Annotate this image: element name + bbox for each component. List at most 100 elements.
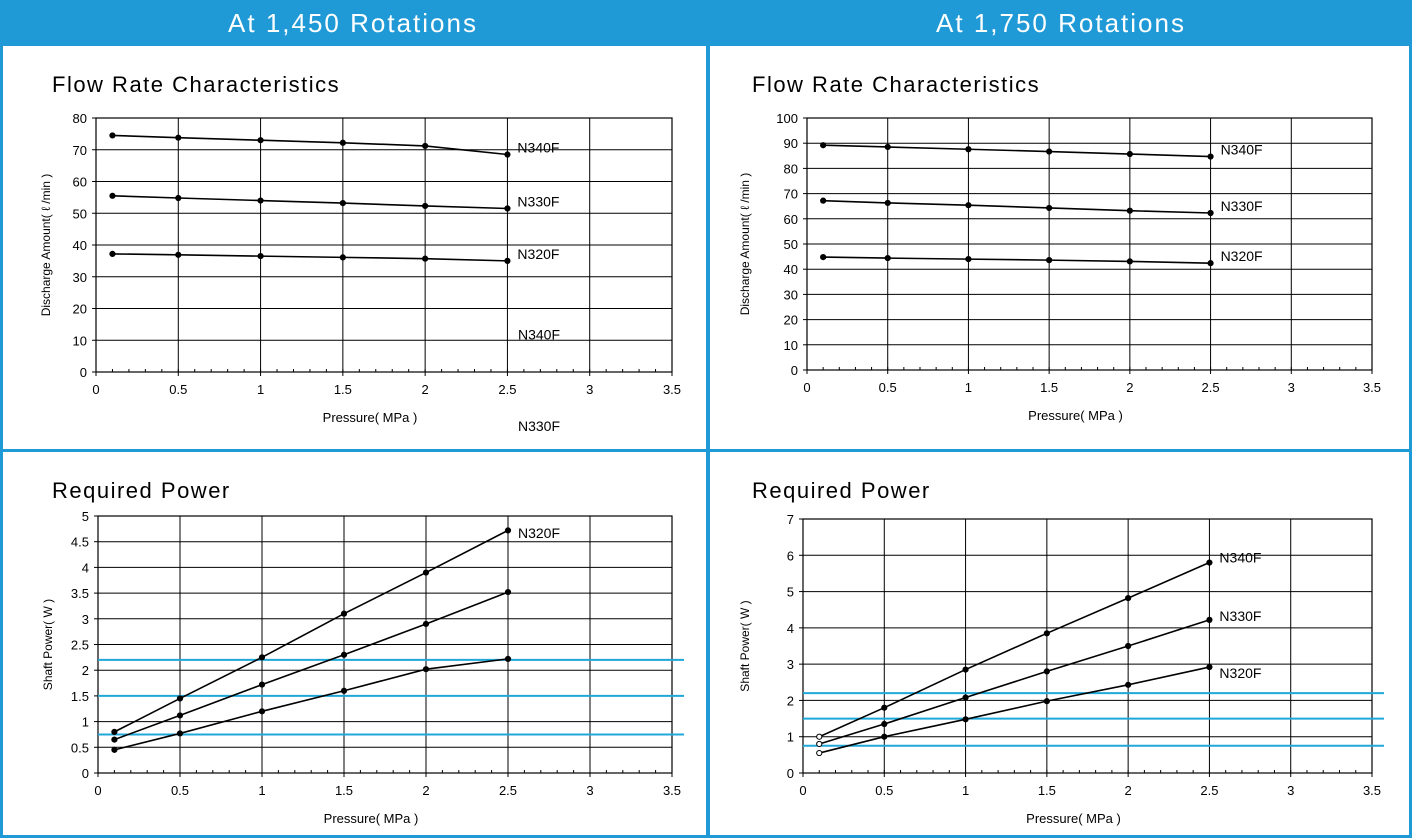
y-tick-label: 80 [73, 111, 87, 126]
y-tick-label: 7 [787, 512, 794, 527]
series-label-n320f: N320F [1219, 665, 1261, 681]
y-axis-label: Shaft Power( W ) [738, 600, 752, 691]
series-label-n320f: N320F [518, 525, 560, 541]
data-point [111, 728, 118, 735]
y-tick-label: 4 [787, 621, 794, 636]
data-point [884, 255, 891, 262]
x-tick-label: 1 [965, 380, 972, 395]
x-tick-label: 2 [1125, 783, 1132, 798]
y-tick-label: 50 [73, 206, 87, 221]
data-point [820, 142, 827, 149]
data-point [1206, 559, 1213, 566]
data-point [1125, 595, 1132, 602]
data-point [965, 146, 972, 153]
y-tick-label: 4 [82, 560, 89, 575]
y-axis-label: Discharge Amount( ℓ /min ) [39, 174, 53, 317]
data-point [175, 134, 182, 141]
y-tick-label: 70 [73, 143, 87, 158]
plot-area-frame [802, 518, 1373, 774]
data-point [257, 197, 264, 204]
chart-title-power-1750: Required Power [752, 478, 931, 503]
data-point [816, 733, 823, 740]
data-point [340, 651, 348, 658]
data-point [340, 610, 348, 617]
y-tick-label: 70 [784, 187, 798, 202]
data-point [884, 143, 891, 151]
y-tick-label: 40 [784, 262, 798, 277]
x-tick-label: 0.5 [875, 783, 893, 798]
y-tick-label: 2 [787, 693, 794, 708]
y-tick-label: 30 [784, 287, 798, 302]
x-tick-label: 0 [94, 783, 101, 798]
x-tick-label: 1 [257, 382, 264, 397]
series-line-n340f [114, 529, 509, 733]
data-point [881, 720, 888, 728]
x-tick-label: 0.5 [169, 382, 187, 397]
x-tick-label: 2.5 [1202, 380, 1220, 395]
y-tick-label: 0 [80, 365, 87, 380]
data-point [1207, 153, 1214, 160]
data-point [816, 749, 823, 757]
data-point [1126, 258, 1133, 265]
y-axis-label: Shaft Power( W ) [41, 599, 55, 690]
x-tick-label: 1 [962, 783, 969, 798]
data-point [1207, 209, 1214, 217]
x-tick-label: 3.5 [1363, 380, 1381, 395]
series-line-n320f [819, 666, 1210, 754]
data-point [820, 197, 827, 204]
x-tick-label: 3.5 [1363, 783, 1381, 798]
data-point [1126, 207, 1133, 214]
series-line-n330f [112, 194, 508, 210]
x-tick-label: 2 [1126, 380, 1133, 395]
data-point [1046, 148, 1053, 155]
chart-title-flow-1450: Flow Rate Characteristics [52, 72, 341, 97]
series-label-n320f: N320F [1221, 248, 1263, 264]
data-point [965, 256, 972, 263]
x-tick-label: 2.5 [499, 783, 517, 798]
data-point [1126, 150, 1133, 158]
data-point [109, 250, 116, 257]
y-tick-label: 4.5 [71, 535, 89, 550]
y-tick-label: 60 [784, 212, 798, 227]
x-tick-label: 3 [586, 783, 593, 798]
y-tick-label: 2.5 [71, 638, 89, 653]
data-point [175, 194, 182, 202]
header-right-title: At 1,750 Rotations [710, 0, 1412, 46]
y-tick-label: 50 [784, 237, 798, 252]
series-label-n330f: N330F [1219, 608, 1261, 624]
x-tick-label: 0.5 [171, 783, 189, 798]
series-line-n320f [112, 253, 508, 262]
y-tick-label: 5 [787, 585, 794, 600]
y-tick-label: 10 [73, 333, 87, 348]
data-point [1125, 642, 1132, 650]
x-tick-label: 1 [258, 783, 265, 798]
data-point [422, 666, 430, 673]
y-tick-label: 2 [82, 663, 89, 678]
data-point [111, 736, 118, 743]
series-label-n340f: N340F [518, 326, 560, 342]
y-tick-label: 90 [784, 136, 798, 151]
data-point [422, 142, 429, 150]
data-point [504, 151, 511, 158]
data-point [1043, 698, 1050, 705]
data-point [1043, 668, 1050, 675]
x-axis-label: Pressure( MPa ) [324, 811, 419, 826]
data-point [1125, 681, 1132, 688]
x-tick-label: 1.5 [335, 783, 353, 798]
y-tick-label: 1 [82, 715, 89, 730]
data-point [504, 655, 512, 662]
y-tick-label: 30 [73, 270, 87, 285]
series-line-n340f [823, 144, 1211, 158]
series-line-n340f [818, 561, 1210, 738]
series-line-n330f [114, 591, 509, 741]
header-left-title: At 1,450 Rotations [0, 0, 706, 46]
x-axis-label: Pressure( MPa ) [1028, 408, 1123, 423]
series-label-n340f: N340F [517, 140, 559, 156]
x-tick-label: 3 [1288, 380, 1295, 395]
series-line-n340f [112, 134, 508, 156]
data-point [504, 257, 511, 264]
data-point [258, 681, 266, 688]
data-point [504, 205, 511, 212]
y-tick-label: 40 [73, 238, 87, 253]
data-point [339, 254, 346, 261]
